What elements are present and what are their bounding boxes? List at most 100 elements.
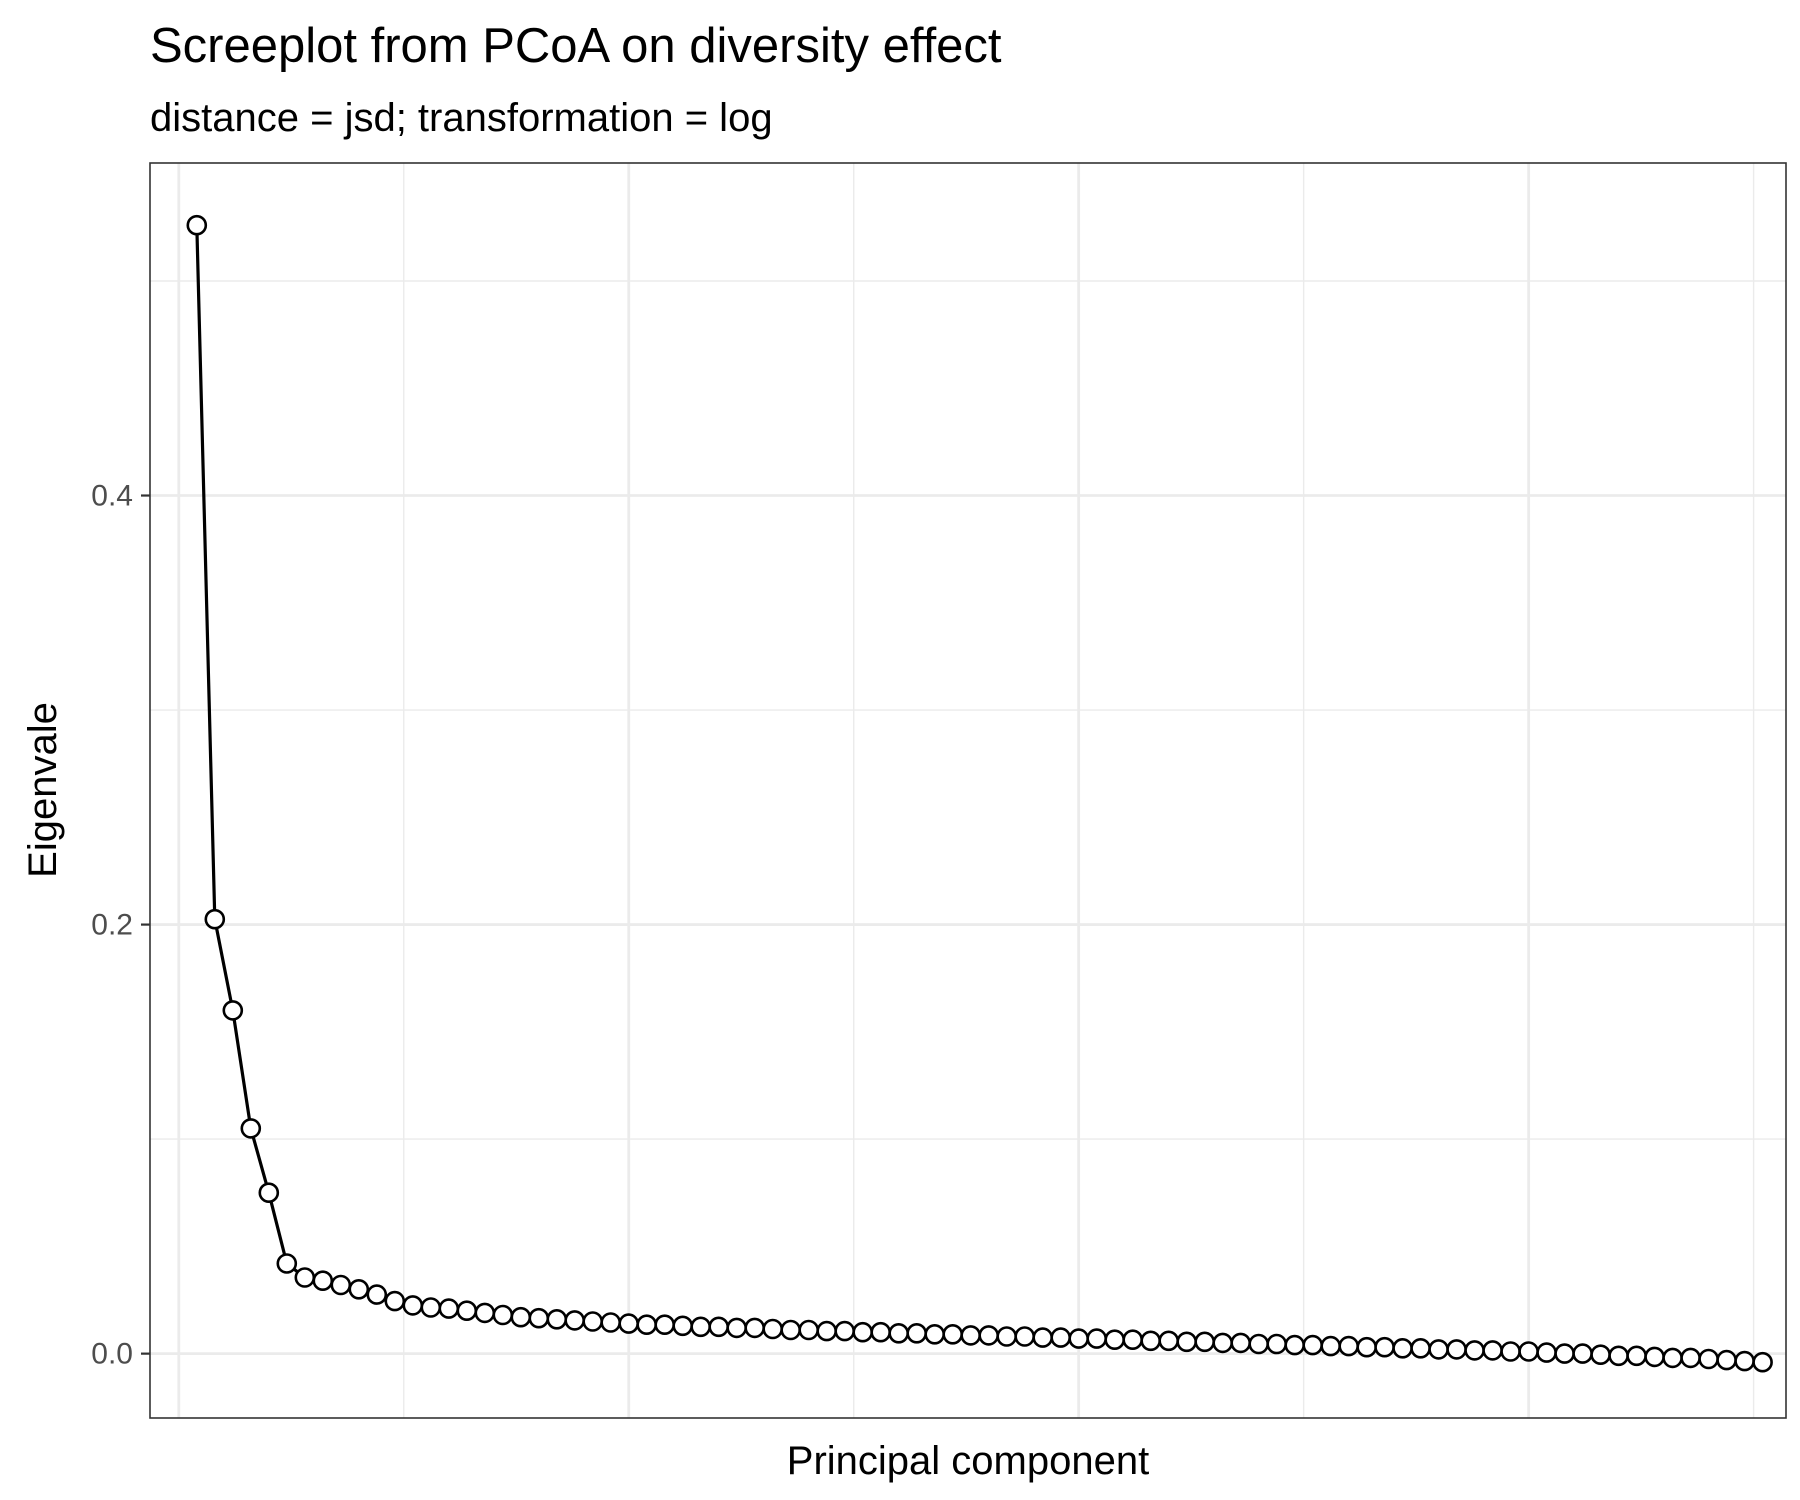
data-point-pc21 [546,1309,568,1330]
data-point-pc26 [636,1314,658,1335]
data-point-pc39 [870,1321,892,1343]
data-point-pc34 [780,1319,802,1341]
data-point-pc25 [618,1313,640,1334]
data-point-pc8 [312,1270,334,1291]
y-tick-label: 0.0 [91,1338,133,1371]
data-point-pc59 [1230,1332,1251,1354]
y-tick-label: 0.2 [91,909,133,942]
data-point-pc1 [186,214,208,236]
data-point-pc81 [1626,1345,1647,1367]
data-point-pc50 [1068,1328,1089,1349]
data-point-pc31 [726,1317,748,1339]
data-point-pc14 [420,1297,442,1318]
data-point-pc43 [942,1324,964,1345]
data-point-pc3 [222,1000,244,1021]
data-point-pc85 [1698,1348,1719,1370]
data-point-pc60 [1248,1333,1269,1355]
data-point-pc13 [402,1295,424,1316]
data-point-pc69 [1410,1338,1431,1359]
data-point-pc77 [1554,1343,1575,1364]
data-point-pc80 [1608,1345,1629,1367]
data-point-pc74 [1500,1341,1521,1362]
data-point-pc56 [1176,1331,1197,1353]
data-point-pc10 [348,1279,370,1300]
data-point-pc19 [510,1306,532,1328]
data-point-pc44 [960,1325,982,1346]
data-point-pc51 [1086,1328,1107,1349]
data-point-pc62 [1284,1334,1305,1356]
data-point-pc20 [528,1307,550,1329]
data-point-pc17 [474,1302,496,1324]
data-point-pc29 [690,1316,712,1338]
data-point-pc16 [456,1300,478,1321]
data-point-pc68 [1392,1338,1413,1359]
chart-title: Screeplot from PCoA on diversity effect [150,19,1002,73]
data-point-pc64 [1320,1335,1341,1357]
data-point-pc61 [1266,1333,1287,1355]
plot-panel-border [149,162,1787,1419]
data-point-pc63 [1302,1334,1323,1356]
y-tick-label: 0.4 [91,480,133,513]
data-point-pc11 [366,1284,388,1305]
data-point-pc36 [816,1320,838,1342]
data-point-pc52 [1104,1329,1125,1350]
data-point-pc83 [1662,1347,1683,1369]
data-point-pc78 [1572,1343,1593,1364]
data-point-pc37 [834,1320,856,1342]
data-point-pc42 [924,1324,946,1345]
data-point-pc32 [744,1317,766,1339]
grid-lines [150,163,1786,1418]
data-point-pc12 [384,1290,406,1312]
data-point-pc27 [654,1314,676,1335]
data-point-pc84 [1680,1347,1701,1369]
data-point-pc76 [1536,1342,1557,1363]
scree-series [186,214,1773,1373]
data-point-pc23 [582,1311,604,1332]
data-point-pc86 [1716,1349,1737,1371]
data-point-pc40 [888,1323,910,1344]
data-point-pc30 [708,1316,730,1338]
data-point-pc35 [798,1319,820,1341]
data-point-pc87 [1734,1350,1755,1372]
data-point-pc45 [978,1325,1000,1346]
data-point-pc53 [1122,1329,1143,1350]
data-point-pc88 [1752,1351,1773,1373]
data-point-pc38 [852,1321,874,1343]
data-point-pc41 [906,1323,928,1344]
data-point-pc70 [1428,1339,1449,1360]
data-point-pc47 [1014,1326,1035,1347]
data-point-pc4 [240,1118,262,1139]
data-point-pc58 [1212,1332,1233,1354]
data-point-pc2 [204,908,226,930]
chart-subtitle: distance = jsd; transformation = log [150,96,773,140]
data-point-pc54 [1140,1330,1161,1352]
data-point-pc82 [1644,1346,1665,1368]
x-axis-title: Principal component [787,1439,1149,1483]
data-point-pc24 [600,1312,622,1333]
data-point-pc22 [564,1310,586,1331]
data-point-pc71 [1446,1339,1467,1360]
data-point-pc65 [1338,1335,1359,1357]
data-point-pc9 [330,1274,352,1296]
data-point-pc67 [1374,1336,1395,1358]
data-point-pc18 [492,1304,514,1326]
y-axis: 0.0 0.2 0.4 [91,480,150,1371]
data-point-pc72 [1464,1340,1485,1361]
data-point-pc55 [1158,1330,1179,1352]
data-point-pc49 [1050,1327,1071,1348]
data-point-pc7 [294,1267,316,1288]
y-axis-title: Eigenvale [21,702,65,878]
data-point-pc15 [438,1298,460,1319]
data-point-pc48 [1032,1327,1053,1348]
data-point-pc6 [276,1253,298,1274]
data-point-pc75 [1518,1341,1539,1362]
data-point-pc79 [1590,1344,1611,1365]
data-point-pc28 [672,1315,694,1337]
data-point-pc73 [1482,1340,1503,1361]
data-point-pc33 [762,1318,784,1340]
data-point-pc57 [1194,1331,1215,1353]
data-point-pc5 [258,1182,280,1203]
data-point-pc46 [996,1326,1018,1347]
data-point-pc66 [1356,1336,1377,1358]
